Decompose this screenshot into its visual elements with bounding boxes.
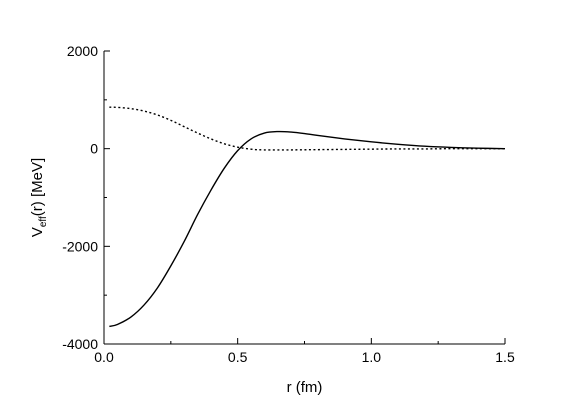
x-tick-label: 0.5 [228, 349, 248, 365]
solid-series-line [109, 130, 506, 328]
y-axis-label-subscript: eff [38, 216, 49, 227]
x-axis-ticks: 0.0 0.5 1.0 1.5 [94, 338, 515, 365]
x-tick-label: 0.0 [94, 349, 114, 365]
y-axis-label: Veff(r) [MeV] [29, 158, 49, 237]
y-tick-label: 2000 [67, 43, 98, 59]
y-axis-label-rest: (r) [MeV] [29, 158, 46, 216]
x-tick-label: 1.0 [362, 349, 382, 365]
y-tick-label: -2000 [62, 238, 98, 254]
y-tick-label: -4000 [62, 336, 98, 352]
plot-area [109, 106, 506, 328]
y-axis-label-main: V [29, 227, 46, 237]
x-axis-label: r (fm) [287, 379, 323, 396]
y-tick-label: 0 [90, 141, 98, 157]
y-axis-ticks: -4000 -2000 0 2000 [62, 43, 110, 352]
x-tick-label: 1.5 [495, 349, 515, 365]
dotted-series-line [109, 106, 505, 151]
